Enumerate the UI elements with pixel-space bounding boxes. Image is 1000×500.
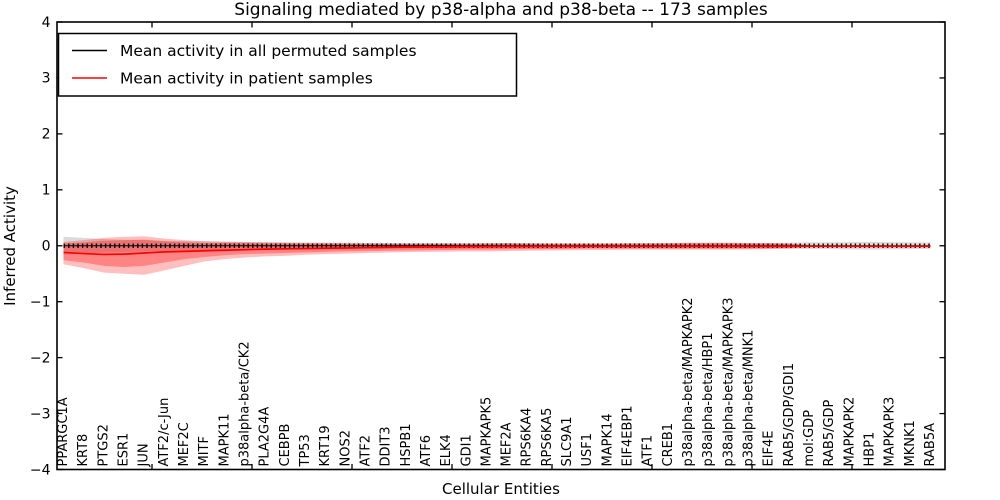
x-tick-label: TP53 xyxy=(298,434,313,467)
x-tick-label: p38alpha-beta/CK2 xyxy=(237,341,252,466)
x-tick-label: KRT8 xyxy=(76,434,91,467)
x-tick-labels: PPARGC1A KRT8 PTGS2 ESR1 JUN ATF2/c-Jun MEF2C M… xyxy=(56,298,938,468)
y-tick-label: 1 xyxy=(42,183,51,199)
x-tick-label: HSPB1 xyxy=(399,423,414,466)
x-tick-label: p38alpha-beta/MNK1 xyxy=(742,330,757,467)
legend: Mean activity in all permuted samples Me… xyxy=(57,32,518,97)
x-tick-label: MAPK14 xyxy=(600,413,615,466)
y-tick-label: 3 xyxy=(42,71,51,87)
y-tick-label: −3 xyxy=(30,406,51,422)
legend-box xyxy=(57,32,518,97)
y-tick-labels: 4 3 2 1 0 −1 −2 −3 −4 xyxy=(30,15,51,478)
y-tick-label: 4 xyxy=(42,15,51,31)
x-tick-label: PLA2G4A xyxy=(258,407,273,467)
mean-line-patient xyxy=(63,245,931,256)
x-tick-label: MAPKAPK3 xyxy=(883,397,898,467)
legend-label-patient: Mean activity in patient samples xyxy=(120,70,373,88)
x-tick-label: PTGS2 xyxy=(96,424,111,466)
x-tick-label: MEF2A xyxy=(500,422,515,466)
y-axis-label: Inferred Activity xyxy=(1,186,19,306)
x-tick-label: p38alpha-beta/MAPKAPK2 xyxy=(681,298,696,467)
plot-frame xyxy=(56,21,946,471)
y-tick-label: 2 xyxy=(42,127,51,143)
x-tick-label: MAPKAPK2 xyxy=(842,397,857,467)
x-tick-label: RAB5/GDP xyxy=(822,399,837,466)
x-tick-label: SLC9A1 xyxy=(560,416,575,466)
x-tick-label: ATF1 xyxy=(641,435,656,467)
x-tick-label: MAPK11 xyxy=(217,413,232,466)
x-tick-label: RPS6KA4 xyxy=(520,408,535,467)
x-tick-label: JUN xyxy=(137,443,152,467)
confidence-bands xyxy=(63,236,931,275)
y-tick-label: 0 xyxy=(42,239,51,255)
x-tick-label: ATF2/c-Jun xyxy=(157,398,172,467)
x-tick-label: HBP1 xyxy=(863,432,878,467)
y-tick-label: −1 xyxy=(30,294,51,310)
chart-title: Signaling mediated by p38-alpha and p38-… xyxy=(234,0,768,20)
series-lines xyxy=(63,243,931,256)
x-tick-label: NOS2 xyxy=(338,430,353,466)
x-tick-label: ATF2 xyxy=(358,435,373,467)
x-tick-label: RAB5/GDP/GDI1 xyxy=(782,363,797,466)
x-tick-label: EIF4EBP1 xyxy=(621,405,636,466)
x-tick-label: p38alpha-beta/MAPKAPK3 xyxy=(721,298,736,467)
x-tick-label: EIF4E xyxy=(762,430,777,466)
y-tick-label: −2 xyxy=(30,350,51,366)
legend-label-permuted: Mean activity in all permuted samples xyxy=(120,42,417,60)
x-tick-label: MAPKAPK5 xyxy=(479,397,494,467)
x-tick-label: USF1 xyxy=(580,433,595,467)
x-tick-label: ESR1 xyxy=(116,433,131,467)
x-tick-label: KRT19 xyxy=(318,425,333,466)
x-tick-label: DDIT3 xyxy=(379,426,394,466)
x-tick-label: MKNK1 xyxy=(903,420,918,466)
x-tick-label: PPARGC1A xyxy=(56,397,71,466)
x-axis-label: Cellular Entities xyxy=(442,480,560,498)
x-tick-label: MEF2C xyxy=(177,422,192,466)
x-tick-label: GDI1 xyxy=(459,434,474,466)
x-tick-label: ATF6 xyxy=(419,435,434,467)
x-tick-label: CEBPB xyxy=(278,424,293,467)
y-tick-label: −4 xyxy=(30,462,51,478)
x-tick-label: RAB5A xyxy=(923,423,938,467)
x-tick-label: p38alpha-beta/HBP1 xyxy=(701,332,716,466)
x-tick-label: mol:GDP xyxy=(802,410,817,467)
x-tick-label: MITF xyxy=(197,436,212,466)
x-tick-label: ELK4 xyxy=(439,434,454,466)
x-tick-label: RPS6KA5 xyxy=(540,408,555,467)
x-tick-label: CREB1 xyxy=(661,423,676,467)
